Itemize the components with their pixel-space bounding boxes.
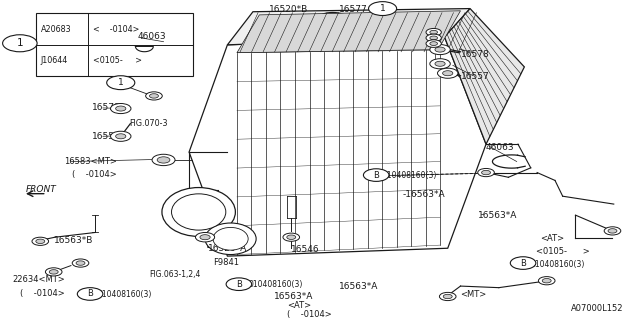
Text: 16563*A: 16563*A: [478, 211, 518, 220]
Text: 16578: 16578: [92, 103, 121, 112]
Circle shape: [157, 157, 170, 163]
Text: 16577: 16577: [339, 5, 368, 14]
Text: 16563*A: 16563*A: [339, 282, 378, 291]
Text: J10644: J10644: [41, 56, 68, 65]
Text: 1: 1: [380, 4, 385, 13]
Text: -16563*A: -16563*A: [403, 190, 445, 199]
Text: 16563*A: 16563*A: [274, 292, 314, 301]
Circle shape: [369, 2, 397, 15]
Text: A07000L152: A07000L152: [571, 304, 623, 313]
Circle shape: [283, 233, 300, 241]
Circle shape: [45, 268, 62, 276]
Ellipse shape: [162, 188, 236, 236]
Polygon shape: [237, 11, 461, 53]
Circle shape: [481, 170, 490, 175]
Text: <AT>: <AT>: [540, 234, 564, 243]
Circle shape: [426, 40, 442, 47]
Circle shape: [430, 44, 451, 55]
Ellipse shape: [213, 228, 248, 250]
Text: FIG.070-3: FIG.070-3: [130, 119, 168, 128]
Text: FIG.063-1,2,4: FIG.063-1,2,4: [150, 269, 201, 279]
Text: A20683: A20683: [41, 25, 72, 34]
Circle shape: [150, 94, 159, 98]
Circle shape: [116, 134, 126, 139]
Circle shape: [111, 131, 131, 141]
Circle shape: [76, 261, 85, 265]
Circle shape: [435, 61, 445, 66]
Text: 010408160(3): 010408160(3): [531, 260, 585, 268]
Text: 16563*B: 16563*B: [54, 236, 93, 245]
Ellipse shape: [205, 223, 256, 254]
Circle shape: [435, 47, 445, 52]
Circle shape: [146, 92, 163, 100]
Circle shape: [440, 292, 456, 300]
Circle shape: [287, 235, 296, 239]
Circle shape: [364, 169, 389, 181]
Circle shape: [608, 229, 617, 233]
Circle shape: [538, 276, 555, 285]
Text: 010408160(3): 010408160(3): [248, 280, 303, 289]
Circle shape: [111, 103, 131, 114]
Circle shape: [444, 294, 452, 299]
Text: 1: 1: [17, 38, 23, 48]
Circle shape: [49, 270, 58, 274]
Circle shape: [426, 28, 442, 36]
Text: 16520*A: 16520*A: [208, 244, 248, 253]
Circle shape: [430, 42, 438, 45]
Text: <0105-      >: <0105- >: [536, 247, 589, 256]
Text: B: B: [520, 259, 526, 268]
Circle shape: [477, 168, 494, 177]
Text: B: B: [87, 290, 93, 299]
Circle shape: [72, 259, 89, 267]
Text: 16557: 16557: [461, 72, 489, 81]
Circle shape: [430, 36, 438, 40]
Text: F9841: F9841: [213, 258, 239, 267]
Circle shape: [438, 68, 458, 78]
Circle shape: [3, 35, 37, 52]
Text: 22634<MT>: 22634<MT>: [12, 275, 65, 284]
Circle shape: [510, 257, 536, 269]
Ellipse shape: [172, 194, 226, 230]
Text: B: B: [373, 171, 379, 180]
Text: 16546: 16546: [291, 245, 320, 254]
Text: B: B: [236, 280, 242, 289]
Text: <MT>: <MT>: [461, 290, 487, 299]
Polygon shape: [189, 37, 486, 256]
Text: 010408160(3): 010408160(3): [98, 290, 152, 299]
Text: <    -0104>: < -0104>: [93, 25, 139, 34]
Text: 010408160(3): 010408160(3): [383, 171, 437, 180]
Text: (    -0104>: ( -0104>: [287, 310, 332, 319]
Circle shape: [443, 71, 453, 76]
Text: 46063: 46063: [138, 32, 166, 42]
Circle shape: [36, 239, 45, 244]
Text: 16578: 16578: [461, 50, 489, 59]
Bar: [36, 13, 193, 76]
Circle shape: [107, 76, 135, 90]
Text: (    -0104>: ( -0104>: [72, 170, 117, 179]
Text: 16583<MT>: 16583<MT>: [65, 157, 117, 166]
Circle shape: [32, 237, 49, 245]
Text: 16520*B: 16520*B: [269, 5, 308, 14]
Text: FRONT: FRONT: [26, 185, 57, 195]
Text: (    -0104>: ( -0104>: [20, 290, 65, 299]
Circle shape: [430, 59, 451, 69]
Polygon shape: [445, 9, 524, 144]
Text: <AT>: <AT>: [287, 301, 311, 310]
Circle shape: [200, 235, 210, 240]
Text: 46063: 46063: [486, 143, 515, 152]
Circle shape: [195, 232, 214, 242]
Circle shape: [226, 278, 252, 291]
Circle shape: [430, 30, 438, 34]
Text: <0105-     >: <0105- >: [93, 56, 141, 65]
Circle shape: [426, 34, 442, 42]
Circle shape: [116, 106, 126, 111]
Circle shape: [152, 154, 175, 166]
Circle shape: [77, 288, 103, 300]
Text: 1: 1: [118, 78, 124, 87]
Polygon shape: [227, 9, 470, 45]
Text: 16557: 16557: [92, 132, 121, 141]
Circle shape: [604, 227, 621, 235]
Circle shape: [542, 278, 551, 283]
